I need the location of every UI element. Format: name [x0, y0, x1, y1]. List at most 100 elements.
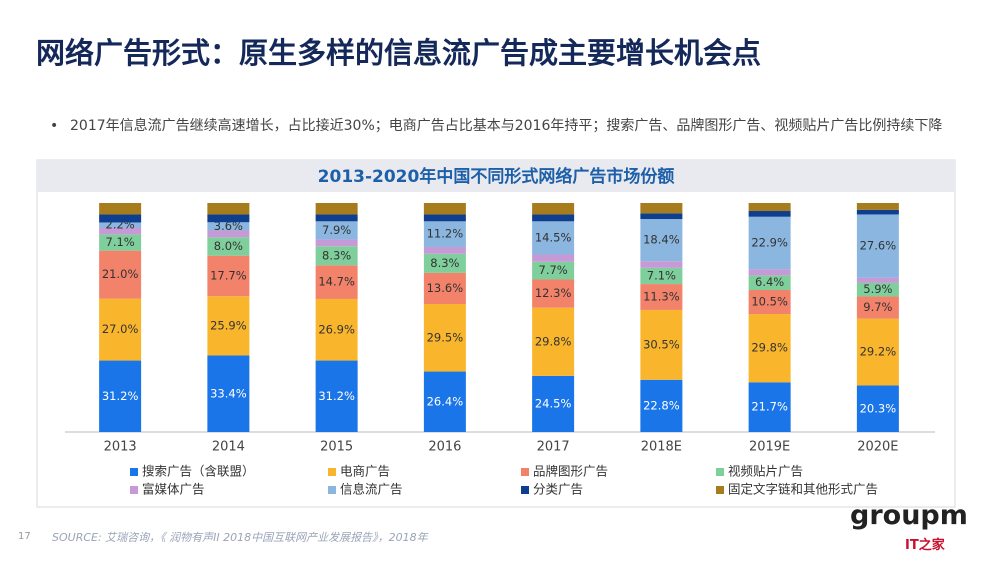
legend-swatch	[130, 486, 138, 494]
x-tick-label: 2016	[428, 440, 461, 455]
value-label: 20.3%	[860, 401, 897, 415]
legend-label: 分类广告	[533, 482, 583, 497]
bar-segment	[315, 360, 358, 432]
bar-segment	[99, 227, 142, 235]
bar-segment	[423, 203, 466, 215]
value-label: 30.5%	[643, 337, 680, 351]
bar-segment	[315, 265, 358, 299]
value-label: 7.1%	[106, 235, 135, 249]
bar-segment	[99, 250, 142, 299]
legend-label: 富媒体广告	[142, 482, 205, 497]
slide-title: 网络广告形式：原生多样的信息流广告成主要增长机会点	[36, 36, 762, 70]
bar-segment	[207, 355, 250, 432]
value-label: 26.4%	[427, 394, 464, 408]
bar-segment	[640, 203, 683, 214]
logo-sub: IT之家	[905, 538, 945, 553]
value-label: 27.6%	[860, 239, 897, 253]
bar-segment	[640, 309, 683, 380]
value-label: 10.5%	[751, 295, 788, 309]
bullet: 2017年信息流广告继续高速增长，占比接近30%；电商广告占比基本与2016年持…	[50, 116, 970, 136]
value-label: 7.7%	[539, 263, 568, 277]
bar-segment	[207, 237, 250, 256]
bar-segment	[748, 275, 791, 291]
value-label: 7.9%	[322, 223, 351, 237]
value-label: 3.6%	[214, 219, 243, 233]
bar-segment	[640, 213, 683, 220]
value-label: 31.2%	[318, 389, 355, 403]
bar-segment	[748, 314, 791, 383]
logo: groupm	[850, 500, 968, 531]
bar-segment	[315, 246, 358, 266]
value-label: 8.3%	[430, 256, 459, 270]
value-label: 29.2%	[860, 345, 897, 359]
value-label: 26.9%	[318, 322, 355, 336]
value-label: 31.2%	[102, 389, 139, 403]
bar-segment	[315, 203, 358, 215]
bar-segment	[532, 214, 575, 222]
value-label: 22.8%	[643, 398, 680, 412]
bar-segment	[856, 209, 899, 215]
value-label: 18.4%	[643, 233, 680, 247]
value-label: 29.8%	[535, 334, 572, 348]
bar-segment	[207, 230, 250, 238]
legend-label: 固定文字链和其他形式广告	[728, 482, 878, 497]
legend-swatch	[521, 468, 529, 476]
value-label: 22.9%	[751, 235, 788, 249]
legend-swatch	[328, 468, 336, 476]
value-label: 7.1%	[647, 268, 676, 282]
legend-swatch	[328, 486, 336, 494]
bar-segment	[423, 221, 466, 247]
source: SOURCE: 艾瑞咨询，《 润物有声II 2018中国互联网产业发展报告》，2…	[52, 531, 428, 544]
x-tick-label: 2019E	[749, 440, 790, 455]
value-label: 21.7%	[751, 400, 788, 414]
bar-segment	[207, 255, 250, 297]
bar-segment	[748, 290, 791, 315]
value-label: 27.0%	[102, 322, 139, 336]
bar-segment	[640, 284, 683, 310]
value-label: 25.9%	[210, 318, 247, 332]
value-label: 12.3%	[535, 286, 572, 300]
value-label: 11.2%	[427, 227, 464, 241]
bar-segment	[532, 307, 575, 376]
bar-segment	[748, 382, 791, 432]
bar-segment	[99, 298, 142, 361]
bar-segment	[748, 211, 791, 217]
bar-segment	[99, 214, 142, 223]
bar-segment	[640, 219, 683, 262]
chart-header	[37, 160, 955, 192]
x-tick-label: 2020E	[857, 440, 898, 455]
value-label: 24.5%	[535, 396, 572, 410]
bar-segment	[856, 318, 899, 386]
bar-segment	[856, 385, 899, 432]
bar-segment	[856, 282, 899, 297]
x-tick-label: 2013	[104, 440, 137, 455]
value-label: 29.5%	[427, 330, 464, 344]
bar-segment	[207, 296, 250, 356]
bar-segment	[532, 279, 575, 308]
value-label: 17.7%	[210, 268, 247, 282]
value-label: 14.7%	[318, 275, 355, 289]
x-tick-label: 2015	[320, 440, 353, 455]
value-label: 21.0%	[102, 267, 139, 281]
bar-segment	[315, 239, 358, 247]
bar-segment	[532, 375, 575, 432]
bar-segment	[532, 261, 575, 280]
bar-segment	[423, 214, 466, 222]
value-label: 6.4%	[755, 275, 784, 289]
bar-segment	[856, 203, 899, 210]
bar-segment	[423, 272, 466, 304]
legend-swatch	[521, 486, 529, 494]
bar-segment	[99, 222, 142, 228]
bar-segment	[856, 214, 899, 278]
bar-segment	[99, 360, 142, 432]
bar-segment	[207, 214, 250, 223]
bar-segment	[423, 253, 466, 273]
bar-segment	[99, 234, 142, 251]
legend-swatch	[130, 468, 138, 476]
value-label: 5.9%	[863, 282, 892, 296]
legend-label: 电商广告	[340, 464, 390, 479]
value-label: 13.6%	[427, 281, 464, 295]
chart-title: 2013-2020年中国不同形式网络广告市场份额	[318, 166, 675, 187]
bar-segment	[207, 203, 250, 215]
